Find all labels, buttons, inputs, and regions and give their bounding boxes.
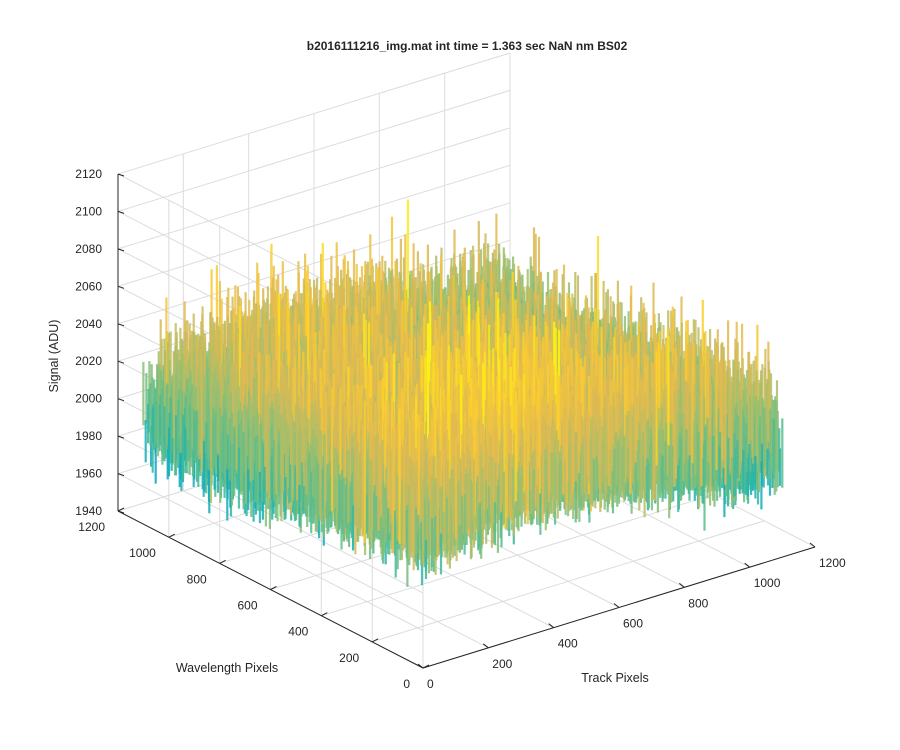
wall-grid-line xyxy=(117,473,424,632)
z-tick-label: 2060 xyxy=(75,279,102,293)
x-tick-mark xyxy=(678,582,685,588)
z-axis-label: Signal (ADU) xyxy=(47,320,61,393)
x-tick-mark xyxy=(744,562,751,568)
x-tick-mark xyxy=(613,603,620,608)
z-tick-mark xyxy=(117,360,125,364)
y-tick-mark xyxy=(117,507,125,512)
surface-plot xyxy=(142,199,784,587)
z-tick-label: 2000 xyxy=(75,392,102,406)
z-tick-label: 1980 xyxy=(75,429,102,443)
z-tick-label: 2120 xyxy=(75,167,102,181)
y-tick-label: 600 xyxy=(237,599,257,613)
z-tick-mark xyxy=(117,510,125,514)
y-axis-label: Wavelength Pixels xyxy=(176,661,278,675)
x-tick-label: 400 xyxy=(558,637,578,651)
floor-grid-line xyxy=(321,494,714,617)
wall-grid-line xyxy=(117,202,511,325)
y-tick-mark xyxy=(168,533,176,538)
y-tick-label: 400 xyxy=(288,625,308,639)
x-tick-mark xyxy=(417,663,424,669)
z-tick-mark xyxy=(117,248,125,252)
z-tick-mark xyxy=(117,398,125,402)
z-tick-mark xyxy=(117,473,125,477)
tick-labels: 0 200 400 600 800 1000 1200 0 200 400 600 800 1000 12… xyxy=(75,167,846,691)
z-tick-label: 2100 xyxy=(75,204,102,218)
y-tick-mark xyxy=(321,612,328,617)
wall-grid-line xyxy=(117,164,511,287)
y-tick-mark xyxy=(371,638,379,643)
z-tick-mark xyxy=(117,435,125,439)
y-tick-label: 200 xyxy=(339,651,359,665)
floor-grid-line xyxy=(372,520,765,643)
wall-grid-line xyxy=(117,127,511,250)
x-tick-label: 600 xyxy=(623,617,643,631)
x-axis-label: Track Pixels xyxy=(581,671,649,685)
x-tick-label: 0 xyxy=(427,677,434,691)
x-tick-mark xyxy=(809,542,816,548)
z-tick-mark xyxy=(117,173,125,177)
z-tick-mark xyxy=(117,285,125,289)
y-tick-label: 1000 xyxy=(129,546,156,560)
x-tick-mark xyxy=(548,623,555,629)
z-tick-mark xyxy=(117,323,125,327)
axes xyxy=(117,173,816,669)
y-tick-label: 1200 xyxy=(78,520,105,534)
x-tick-label: 800 xyxy=(688,596,708,610)
x-tick-label: 1000 xyxy=(754,576,781,590)
wall-grid-line xyxy=(117,52,511,175)
z-tick-mark xyxy=(117,210,125,214)
x-tick-label: 1200 xyxy=(819,556,846,570)
y-tick-label: 800 xyxy=(187,572,207,586)
z-tick-label: 1960 xyxy=(75,467,102,481)
x-tick-mark xyxy=(482,643,489,649)
wall-grid-line xyxy=(117,89,511,212)
y-tick-label: 0 xyxy=(403,677,410,691)
z-tick-label: 2080 xyxy=(75,242,102,256)
z-tick-label: 1940 xyxy=(75,504,102,518)
z-tick-label: 2020 xyxy=(75,354,102,368)
y-tick-mark xyxy=(219,559,226,564)
y-tick-mark xyxy=(422,664,430,669)
z-tick-label: 2040 xyxy=(75,317,102,331)
y-tick-mark xyxy=(270,586,277,590)
chart-title: b2016111216_img.mat int time = 1.363 sec… xyxy=(307,39,628,53)
x-tick-label: 200 xyxy=(492,657,512,671)
